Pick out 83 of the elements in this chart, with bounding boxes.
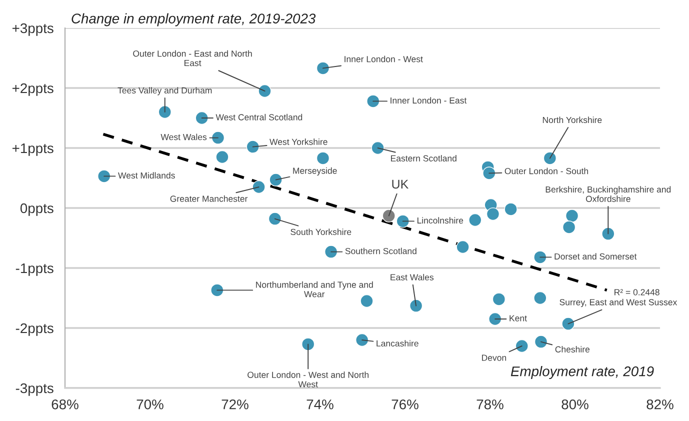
annotation: West Central Scotland [216,114,302,120]
x-tick-label: 78% [476,399,504,410]
point [269,173,282,186]
point [456,240,470,254]
x-tick-label: 68% [52,399,78,410]
annotation: Inner London - West [344,56,423,62]
point [534,291,547,305]
point [565,209,579,222]
annotation: R² = 0.2448 [614,289,660,296]
annotation: Devon [482,354,506,361]
annotation: Lancashire [376,340,418,347]
point [488,312,502,326]
point [504,202,518,216]
annotation: Dorset and Somerset [554,253,637,260]
annotation: Outer London - West and North West [248,372,368,388]
annotation: Eastern Scotland [391,155,456,162]
point [382,209,396,222]
annotation: Greater Manchester [170,195,248,202]
annotation: West Midlands [118,172,175,179]
point [409,299,423,312]
annotation: West Yorkshire [270,138,328,145]
point [543,152,556,165]
point [396,214,410,228]
x-tick-label: 80% [562,399,588,410]
point [216,150,229,164]
annotation: Outer London - East and North East [133,50,252,66]
point [210,284,224,297]
y-tick-label: +1ppts [12,143,54,156]
point [492,292,506,306]
point [268,212,282,226]
y-tick-label: 0ppts [20,203,54,216]
point [562,317,575,330]
annotation: Lincolnshire [417,217,464,224]
annotation: Berkshire, Buckinghamshire and Oxfordshire [546,186,671,202]
point [98,170,111,183]
annotation: Merseyside [293,167,337,176]
annotation: Southern Scotland [345,248,416,254]
y-tick-label: -3ppts [16,383,54,396]
annotation: Cheshire [555,346,590,352]
point [468,213,482,227]
point [158,105,172,119]
y-tick-label: -1ppts [16,263,54,276]
point [211,131,225,144]
point [246,140,260,154]
x-tick-label: 70% [136,399,164,410]
annotation: East Wales [390,274,434,280]
annotation: North Yorkshire [542,116,602,124]
point [366,94,380,108]
point [195,111,208,125]
point [482,166,496,180]
point [371,141,384,155]
annotation: Outer London - South [504,168,588,174]
annotation: Inner London - East [390,97,467,104]
annotation: South Yorkshire [290,228,352,236]
point [324,245,338,258]
point [360,294,374,308]
point [515,339,528,353]
point [356,333,369,347]
point [486,207,500,221]
annotation: Kent [510,315,527,322]
annotation: Tees Valley and Durham [118,87,212,96]
point [602,227,615,240]
point [534,250,547,264]
x-tick-label: 74% [306,400,334,410]
x-axis-title: Employment rate, 2019 [510,366,654,379]
point [316,62,330,75]
point [258,84,272,98]
annotation: Surrey, East and West Sussex [560,298,678,308]
annotation: Northumberland and Tyne and Wear [256,281,373,298]
y-tick-label: +3ppts [12,23,54,36]
annotation: West Wales [160,134,207,140]
point [252,180,266,194]
x-tick-label: 82% [646,399,674,410]
x-tick-label: 76% [392,399,418,410]
x-tick-label: 72% [222,399,248,410]
point [562,220,576,234]
point [316,152,330,165]
series-label: UK [392,180,409,189]
point [302,338,315,351]
y-tick-label: +2ppts [12,83,54,96]
y-axis-title: Change in employment rate, 2019-2023 [72,13,316,26]
point [534,335,548,348]
y-tick-label: -2ppts [16,323,54,336]
